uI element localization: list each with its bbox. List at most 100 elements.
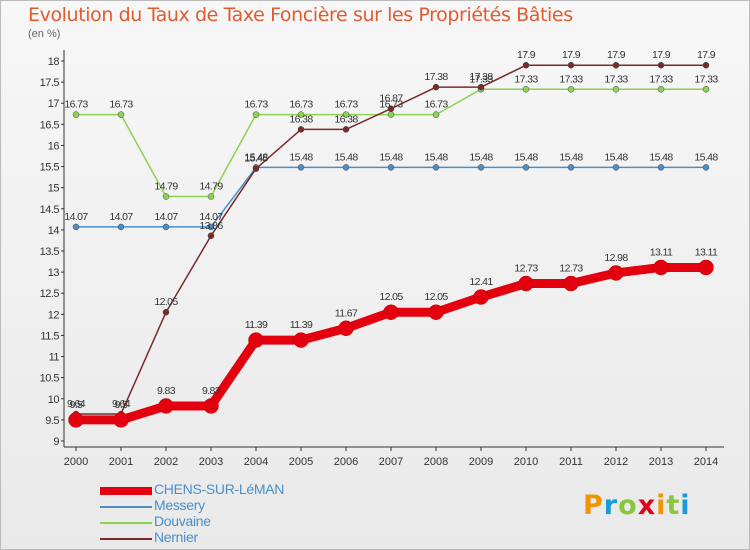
data-point [203, 398, 219, 414]
y-tick-label: 11.5 [40, 330, 59, 342]
data-label: 17.9 [517, 49, 536, 61]
y-tick-label: 13 [48, 267, 60, 279]
data-point [297, 126, 305, 133]
data-label: 17.9 [562, 49, 581, 61]
data-point [342, 111, 350, 118]
data-label: 9.83 [202, 385, 221, 397]
data-label: 17.38 [424, 71, 448, 83]
data-point [612, 61, 620, 69]
data-label: 17.33 [559, 73, 583, 85]
y-tick-label: 10 [48, 394, 60, 406]
data-point [657, 164, 665, 171]
logo-letter: i [680, 490, 691, 521]
data-point [162, 308, 170, 316]
data-label: 16.73 [289, 99, 313, 111]
data-label: 15.48 [424, 151, 448, 163]
legend-label-nernier: Nernier [154, 529, 198, 545]
data-point [117, 223, 125, 231]
x-tick-label: 2010 [514, 456, 538, 468]
data-label: 12.05 [379, 291, 403, 303]
y-tick-label: 9.5 [45, 415, 59, 427]
data-label: 16.73 [379, 99, 403, 111]
data-label: 17.33 [469, 73, 493, 85]
x-tick-label: 2007 [379, 456, 403, 468]
x-tick-label: 2002 [154, 456, 178, 468]
logo-letter: o [618, 490, 638, 521]
data-point [207, 193, 215, 200]
data-label: 16.38 [334, 113, 358, 125]
data-point [432, 111, 440, 118]
data-point [522, 86, 530, 93]
y-tick-label: 14.5 [40, 204, 60, 216]
x-tick-label: 2001 [109, 456, 133, 468]
data-label: 15.48 [559, 151, 583, 163]
data-point [387, 164, 395, 171]
legend-swatch-nernier [100, 538, 152, 540]
proxiti-logo: Proxiti [583, 490, 691, 521]
x-tick-label: 2003 [199, 456, 223, 468]
legend-swatch-messery [100, 506, 152, 508]
data-point [383, 304, 399, 320]
data-label: 16.38 [289, 113, 313, 125]
legend-swatch-douvaine [100, 522, 152, 524]
data-label: 17.33 [649, 73, 673, 85]
data-label: 17.33 [514, 73, 538, 85]
logo-letter: i [656, 490, 667, 521]
y-tick-label: 10.5 [40, 373, 60, 385]
data-label: 14.07 [109, 211, 133, 223]
data-label: 9.64 [67, 398, 86, 410]
data-label: 15.48 [649, 151, 673, 163]
data-point [293, 332, 309, 348]
data-label: 17.9 [607, 49, 626, 61]
data-label: 12.98 [604, 252, 628, 264]
y-tick-label: 9 [53, 436, 59, 448]
data-label: 13.11 [650, 246, 673, 258]
y-tick-label: 12 [48, 309, 60, 321]
data-label: 15.48 [604, 151, 628, 163]
data-point [473, 289, 489, 305]
data-point [522, 164, 530, 171]
data-label: 15.48 [379, 151, 403, 163]
x-tick-label: 2008 [424, 456, 448, 468]
data-label: 12.73 [514, 263, 538, 275]
x-tick-label: 2000 [64, 456, 88, 468]
data-label: 14.07 [154, 211, 178, 223]
data-label: 14.79 [199, 181, 223, 193]
data-point [297, 164, 305, 171]
y-tick-label: 17 [48, 98, 60, 110]
data-label: 15.48 [694, 151, 718, 163]
legend-label-messery: Messery [154, 497, 205, 513]
data-point [158, 398, 174, 414]
data-point [252, 165, 260, 172]
data-point [563, 275, 579, 292]
data-point [432, 164, 440, 171]
data-label: 9.5 [115, 399, 129, 411]
data-point [113, 412, 129, 428]
data-point [207, 232, 215, 240]
legend-label-douvaine: Douvaine [154, 513, 211, 529]
data-label: 17.9 [697, 49, 716, 61]
data-point [612, 164, 620, 171]
x-tick-label: 2006 [334, 456, 358, 468]
data-point [387, 105, 395, 112]
data-label: 11.39 [290, 319, 313, 331]
data-point [477, 164, 485, 171]
data-point [702, 86, 710, 93]
y-tick-label: 18 [48, 56, 60, 68]
y-tick-label: 12.5 [40, 288, 60, 300]
data-label: 15.45 [244, 153, 268, 165]
data-point [207, 223, 215, 231]
x-tick-label: 2014 [694, 456, 718, 468]
y-tick-label: 11 [49, 352, 60, 364]
data-label: 12.73 [559, 263, 583, 275]
data-label: 17.33 [694, 73, 718, 85]
data-point [72, 111, 80, 118]
data-point [252, 111, 260, 118]
data-point [342, 126, 350, 133]
data-point [117, 111, 125, 118]
data-point [432, 83, 440, 91]
data-label: 14.07 [64, 211, 88, 223]
legend-swatch-chens [100, 487, 152, 495]
data-point [338, 320, 354, 337]
